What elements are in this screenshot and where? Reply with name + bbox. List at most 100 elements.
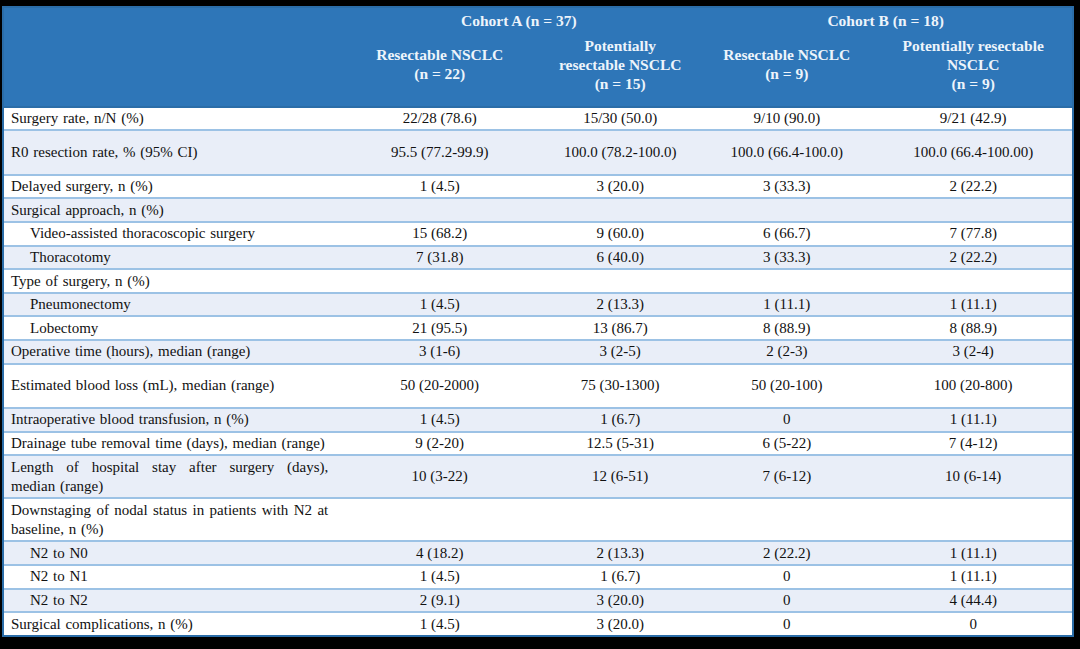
- row-label: N2 to N1: [4, 565, 338, 589]
- table-row: N2 to N22 (9.1)3 (20.0)04 (44.4): [4, 589, 1072, 613]
- column-header-potentially-resectable-b: Potentially resectable NSCLC (n = 9): [874, 31, 1072, 107]
- row-label: Type of surgery, n (%): [4, 269, 338, 293]
- table-row: Thoracotomy7 (31.8)6 (40.0)3 (33.3)2 (22…: [4, 246, 1072, 270]
- table-row: Surgical approach, n (%): [4, 198, 1072, 222]
- cell-value: 75 (30-1300): [541, 364, 699, 408]
- row-label: R0 resection rate, % (95% CI): [4, 130, 338, 174]
- table-row: Delayed surgery, n (%)1 (4.5)3 (20.0)3 (…: [4, 175, 1072, 199]
- row-label: Drainage tube removal time (days), media…: [4, 432, 338, 456]
- cell-value: 22/28 (78.6): [338, 107, 541, 131]
- cell-value: 7 (77.8): [874, 222, 1072, 246]
- row-label: Delayed surgery, n (%): [4, 175, 338, 199]
- header-spacer: [4, 8, 338, 31]
- cell-value: 1 (4.5): [338, 612, 541, 635]
- cell-value: 15 (68.2): [338, 222, 541, 246]
- column-header-potentially-resectable-a: Potentially resectable NSCLC (n = 15): [541, 31, 699, 107]
- column-count: (n = 15): [555, 75, 685, 94]
- cell-value: 2 (13.3): [541, 293, 699, 317]
- table-row: Video-assisted thoracoscopic surgery15 (…: [4, 222, 1072, 246]
- cell-value: 3 (2-5): [541, 340, 699, 364]
- cell-value: 12.5 (5-31): [541, 432, 699, 456]
- cell-value: 100 (20-800): [874, 364, 1072, 408]
- cell-value: 0: [699, 565, 874, 589]
- cell-value: 7 (6-12): [699, 455, 874, 498]
- row-label: Thoracotomy: [4, 246, 338, 270]
- table-row: Surgical complications, n (%)1 (4.5)3 (2…: [4, 612, 1072, 635]
- cell-value: [699, 269, 874, 293]
- column-title: Resectable NSCLC: [344, 46, 535, 65]
- cell-value: 50 (20-100): [699, 364, 874, 408]
- cell-value: 2 (22.2): [874, 175, 1072, 199]
- table-row: R0 resection rate, % (95% CI)95.5 (77.2-…: [4, 130, 1072, 174]
- cell-value: 0: [699, 589, 874, 613]
- cell-value: 9/21 (42.9): [874, 107, 1072, 131]
- cell-value: 4 (18.2): [338, 541, 541, 565]
- cell-value: 9 (60.0): [541, 222, 699, 246]
- cohort-a-header: Cohort A (n = 37): [338, 8, 699, 31]
- column-count: (n = 22): [344, 65, 535, 84]
- table-row: N2 to N04 (18.2)2 (13.3)2 (22.2)1 (11.1): [4, 541, 1072, 565]
- row-label: Estimated blood loss (mL), median (range…: [4, 364, 338, 408]
- row-label: N2 to N2: [4, 589, 338, 613]
- cell-value: 0: [699, 408, 874, 432]
- cell-value: 0: [699, 612, 874, 635]
- cell-value: 3 (20.0): [541, 612, 699, 635]
- cell-value: 100.0 (66.4-100.0): [699, 130, 874, 174]
- cell-value: 4 (44.4): [874, 589, 1072, 613]
- cell-value: [338, 269, 541, 293]
- cell-value: 8 (88.9): [699, 316, 874, 340]
- cell-value: 3 (20.0): [541, 589, 699, 613]
- cell-value: 9 (2-20): [338, 432, 541, 456]
- table-row: Drainage tube removal time (days), media…: [4, 432, 1072, 456]
- cell-value: 1 (6.7): [541, 408, 699, 432]
- cell-value: 2 (13.3): [541, 541, 699, 565]
- cell-value: 21 (95.5): [338, 316, 541, 340]
- row-label: Surgical approach, n (%): [4, 198, 338, 222]
- row-label: Surgical complications, n (%): [4, 612, 338, 635]
- row-label: Intraoperative blood transfusion, n (%): [4, 408, 338, 432]
- table-row: Length of hospital stay after surgery (d…: [4, 455, 1072, 498]
- cell-value: [874, 269, 1072, 293]
- cell-value: [699, 198, 874, 222]
- cell-value: 6 (66.7): [699, 222, 874, 246]
- table-frame: Cohort A (n = 37) Cohort B (n = 18) Rese…: [2, 6, 1074, 637]
- cell-value: [874, 498, 1072, 541]
- cell-value: 10 (6-14): [874, 455, 1072, 498]
- cell-value: 1 (11.1): [874, 541, 1072, 565]
- cell-value: 7 (31.8): [338, 246, 541, 270]
- cell-value: [699, 498, 874, 541]
- row-label: Length of hospital stay after surgery (d…: [4, 455, 338, 498]
- column-count: (n = 9): [880, 75, 1066, 94]
- table-row: Pneumonectomy1 (4.5)2 (13.3)1 (11.1)1 (1…: [4, 293, 1072, 317]
- column-count: (n = 9): [705, 65, 868, 84]
- cell-value: 3 (33.3): [699, 175, 874, 199]
- cell-value: 2 (2-3): [699, 340, 874, 364]
- row-label: Operative time (hours), median (range): [4, 340, 338, 364]
- cohort-header-row: Cohort A (n = 37) Cohort B (n = 18): [4, 8, 1072, 31]
- column-title: Resectable NSCLC: [705, 46, 868, 65]
- cell-value: 6 (5-22): [699, 432, 874, 456]
- cell-value: 12 (6-51): [541, 455, 699, 498]
- row-label: N2 to N0: [4, 541, 338, 565]
- column-header-resectable-b: Resectable NSCLC (n = 9): [699, 31, 874, 107]
- page: { "header": { "cohort_a": "Cohort A (n =…: [0, 0, 1080, 649]
- cell-value: 3 (20.0): [541, 175, 699, 199]
- cell-value: [874, 198, 1072, 222]
- cell-value: 13 (86.7): [541, 316, 699, 340]
- row-label: Surgery rate, n/N (%): [4, 107, 338, 131]
- column-title: Potentially resectable NSCLC: [880, 37, 1066, 75]
- header-spacer: [4, 31, 338, 107]
- cell-value: 1 (4.5): [338, 175, 541, 199]
- table-body: Surgery rate, n/N (%)22/28 (78.6)15/30 (…: [4, 107, 1072, 635]
- table-row: Lobectomy21 (95.5)13 (86.7)8 (88.9)8 (88…: [4, 316, 1072, 340]
- subgroup-header-row: Resectable NSCLC (n = 22) Potentially re…: [4, 31, 1072, 107]
- cell-value: 1 (11.1): [874, 565, 1072, 589]
- cell-value: 1 (11.1): [699, 293, 874, 317]
- row-label: Pneumonectomy: [4, 293, 338, 317]
- cell-value: 1 (11.1): [874, 293, 1072, 317]
- cell-value: 95.5 (77.2-99.9): [338, 130, 541, 174]
- cell-value: 1 (4.5): [338, 565, 541, 589]
- table-row: Intraoperative blood transfusion, n (%) 1…: [4, 408, 1072, 432]
- row-label: Downstaging of nodal status in patients …: [4, 498, 338, 541]
- cell-value: [541, 198, 699, 222]
